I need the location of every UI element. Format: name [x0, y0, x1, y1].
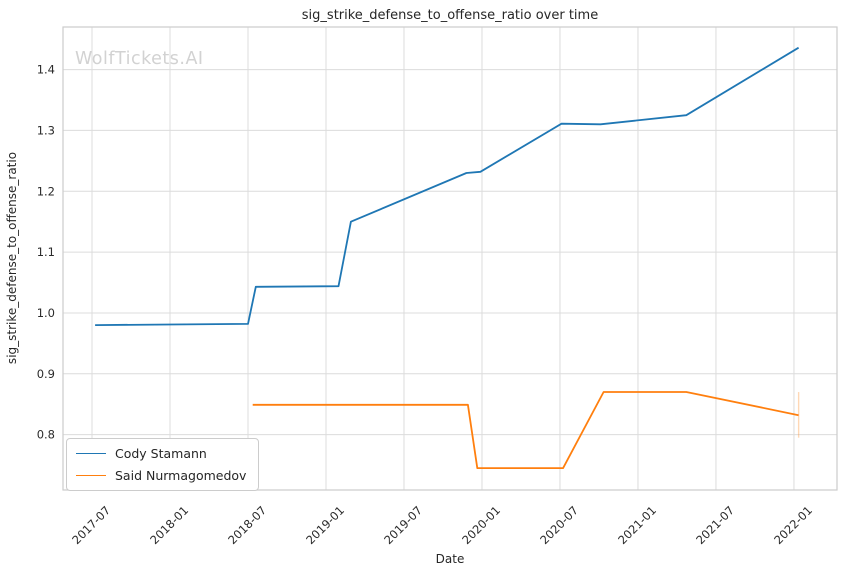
x-tick-label: 2018-07 [225, 503, 269, 547]
y-tick-label: 1.4 [37, 63, 55, 77]
x-tick-label: 2022-01 [771, 503, 815, 547]
legend-item: Said Nurmagomedov [76, 468, 246, 483]
legend: Cody Stamann Said Nurmagomedov [66, 438, 260, 491]
y-tick-label: 1.1 [37, 245, 55, 259]
x-tick-label: 2021-01 [615, 503, 659, 547]
x-tick-label: 2019-01 [303, 503, 347, 547]
x-tick-label: 2017-07 [69, 503, 113, 547]
legend-line-sample-said [76, 475, 106, 476]
y-tick-label: 0.9 [37, 367, 55, 381]
y-axis-label: sig_strike_defense_to_offense_ratio [5, 152, 19, 364]
x-axis-label: Date [436, 552, 465, 566]
y-tick-label: 1.2 [37, 184, 55, 198]
x-tick-label: 2019-07 [381, 503, 425, 547]
legend-line-sample-cody [76, 453, 106, 454]
plot-border [62, 26, 838, 491]
y-tick-label: 1.3 [37, 123, 55, 137]
series-line-cody-stamann [95, 46, 800, 326]
x-tick-label: 2018-01 [147, 503, 191, 547]
legend-item: Cody Stamann [76, 446, 246, 461]
series-line-said-nurmagomedov [252, 391, 799, 470]
legend-label: Said Nurmagomedov [115, 468, 247, 483]
legend-label: Cody Stamann [115, 446, 207, 461]
x-tick-label: 2020-07 [537, 503, 581, 547]
x-tick-label: 2021-07 [693, 503, 737, 547]
y-tick-label: 1.0 [37, 306, 55, 320]
y-tick-label: 0.8 [37, 428, 55, 442]
watermark: WolfTickets.AI [75, 49, 204, 69]
x-tick-label: 2020-01 [459, 503, 503, 547]
chart-title: sig_strike_defense_to_offense_ratio over… [302, 8, 598, 23]
